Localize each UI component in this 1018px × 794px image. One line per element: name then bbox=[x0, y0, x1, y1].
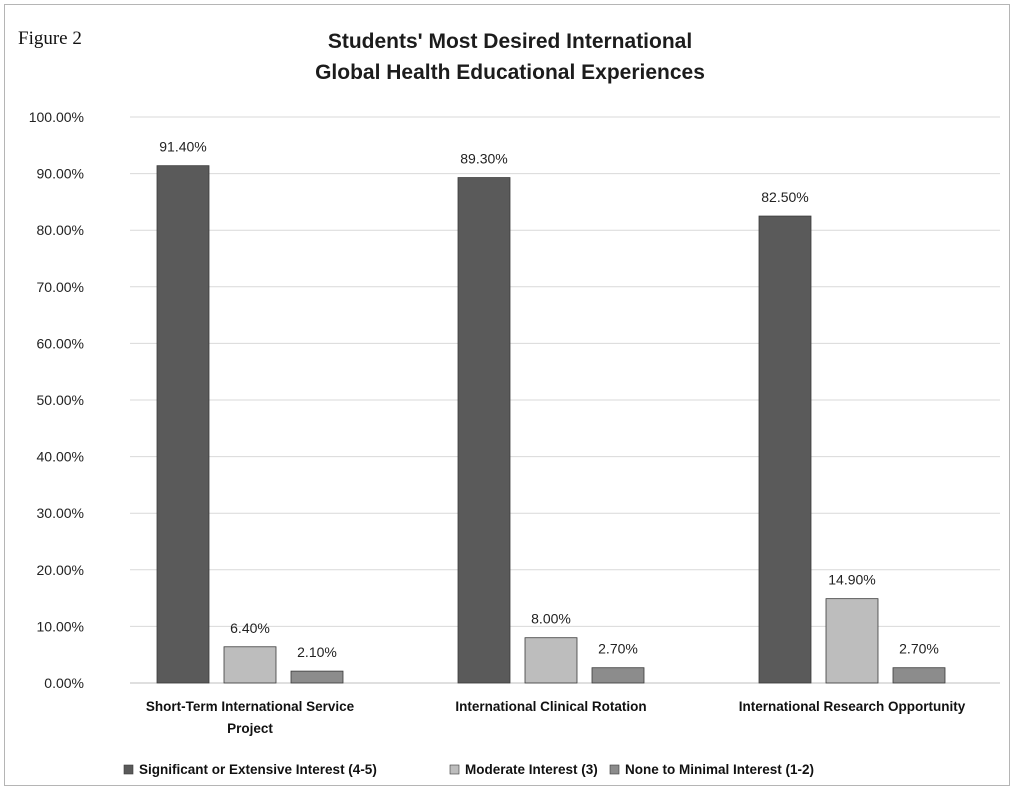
data-label: 2.70% bbox=[598, 641, 638, 657]
y-tick-label: 30.00% bbox=[37, 505, 84, 521]
y-tick-label: 50.00% bbox=[37, 392, 84, 408]
data-label: 8.00% bbox=[531, 611, 571, 627]
data-label: 2.10% bbox=[297, 644, 337, 660]
bar-moderate bbox=[524, 637, 578, 684]
category-label: Project bbox=[227, 721, 273, 736]
y-tick-label: 70.00% bbox=[37, 279, 84, 295]
category-label: Short-Term International Service bbox=[146, 699, 355, 714]
y-tick-label: 80.00% bbox=[37, 222, 84, 238]
data-label: 2.70% bbox=[899, 641, 939, 657]
data-label: 14.90% bbox=[828, 572, 875, 588]
y-tick-label: 40.00% bbox=[37, 449, 84, 465]
y-tick-label: 60.00% bbox=[37, 335, 84, 351]
bar-minimal bbox=[290, 670, 344, 684]
legend-label: Moderate Interest (3) bbox=[465, 762, 598, 777]
bar-significant bbox=[758, 215, 812, 684]
data-label: 89.30% bbox=[460, 151, 507, 167]
chart-title-line-2: Global Health Educational Experiences bbox=[315, 61, 705, 84]
legend-swatch bbox=[449, 764, 460, 775]
data-label: 6.40% bbox=[230, 620, 270, 636]
legend-label: Significant or Extensive Interest (4-5) bbox=[139, 762, 377, 777]
chart-frame bbox=[4, 4, 1010, 786]
bar-significant bbox=[156, 165, 210, 684]
figure-label: Figure 2 bbox=[18, 28, 82, 49]
data-label: 82.50% bbox=[761, 189, 808, 205]
category-label: International Clinical Rotation bbox=[455, 699, 646, 714]
legend-swatch bbox=[609, 764, 620, 775]
y-tick-label: 90.00% bbox=[37, 166, 84, 182]
category-label: International Research Opportunity bbox=[739, 699, 966, 714]
bar-moderate bbox=[825, 598, 879, 684]
y-tick-label: 0.00% bbox=[44, 675, 84, 691]
bar-minimal bbox=[591, 667, 645, 684]
chart-title-line-1: Students' Most Desired International bbox=[327, 30, 693, 53]
y-tick-label: 10.00% bbox=[37, 618, 84, 634]
bar-moderate bbox=[223, 646, 277, 684]
bar-significant bbox=[457, 177, 511, 684]
legend-swatch bbox=[123, 764, 134, 775]
bar-minimal bbox=[892, 667, 946, 684]
y-tick-label: 20.00% bbox=[37, 562, 84, 578]
chart-title: Students' Most Desired International Glo… bbox=[200, 26, 820, 88]
legend-label: None to Minimal Interest (1-2) bbox=[625, 762, 814, 777]
data-label: 91.40% bbox=[159, 139, 206, 155]
y-tick-label: 100.00% bbox=[29, 109, 84, 125]
